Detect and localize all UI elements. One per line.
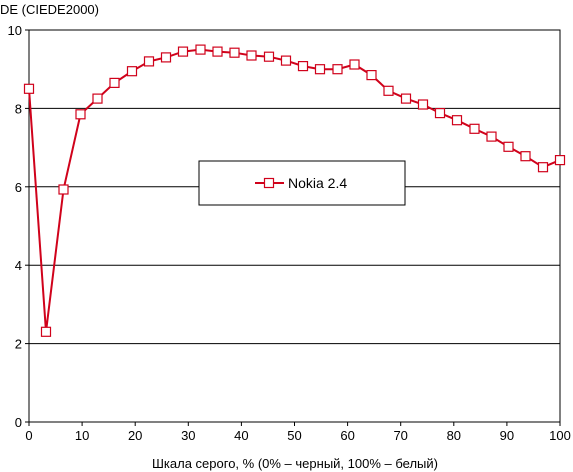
data-point (503, 141, 514, 152)
data-point (417, 99, 429, 110)
data-point (212, 46, 223, 57)
data-point (314, 64, 326, 75)
data-point (126, 66, 138, 77)
data-point (195, 44, 206, 55)
legend-label: Nokia 2.4 (288, 175, 347, 191)
series-layer (23, 44, 566, 337)
y-axis-ticks: 0 2 4 6 8 10 (8, 23, 29, 430)
data-point (537, 162, 549, 173)
data-point (23, 83, 35, 94)
data-point (383, 85, 394, 96)
x-tick-label: 70 (393, 428, 407, 443)
data-point (143, 56, 155, 67)
data-point (280, 55, 292, 66)
grid-lines (29, 107, 560, 345)
data-point (109, 77, 120, 89)
data-point (297, 60, 309, 72)
y-tick-label: 4 (15, 258, 22, 273)
data-point (246, 50, 257, 61)
y-tick-label: 10 (8, 23, 22, 38)
x-tick-label: 10 (75, 428, 89, 443)
x-axis-label: Шкала серого, % (0% – черный, 100% – бел… (152, 456, 438, 471)
x-axis-ticks: 0 10 20 30 40 50 60 70 80 90 100 (25, 422, 571, 443)
x-tick-label: 90 (500, 428, 514, 443)
data-point (434, 107, 446, 119)
data-point (451, 115, 463, 126)
data-point (349, 59, 360, 70)
data-point (92, 93, 103, 104)
data-point (58, 184, 69, 195)
data-point (554, 155, 566, 166)
data-point (332, 64, 343, 75)
y-tick-label: 6 (15, 180, 22, 195)
legend-box (198, 160, 406, 206)
x-tick-label: 60 (340, 428, 354, 443)
x-tick-label: 40 (234, 428, 248, 443)
legend: Nokia 2.4 (198, 160, 406, 206)
y-axis-label: DE (CIEDE2000) (0, 2, 99, 17)
y-tick-label: 8 (15, 101, 22, 116)
data-point (177, 46, 189, 57)
data-point (400, 93, 412, 104)
data-point (160, 52, 172, 63)
x-tick-label: 50 (287, 428, 301, 443)
x-tick-label: 80 (447, 428, 461, 443)
y-tick-label: 2 (15, 337, 22, 352)
data-point (229, 47, 240, 58)
data-point (75, 109, 86, 120)
data-point (366, 69, 377, 81)
data-point (263, 51, 275, 62)
data-point (469, 123, 480, 134)
data-point (40, 326, 52, 337)
data-point (486, 131, 497, 142)
x-tick-label: 100 (549, 428, 571, 443)
x-tick-label: 0 (25, 428, 32, 443)
data-point (520, 151, 531, 162)
x-tick-label: 20 (128, 428, 142, 443)
x-tick-label: 30 (181, 428, 195, 443)
legend-marker-sample (263, 177, 275, 189)
y-tick-label: 0 (15, 415, 22, 430)
